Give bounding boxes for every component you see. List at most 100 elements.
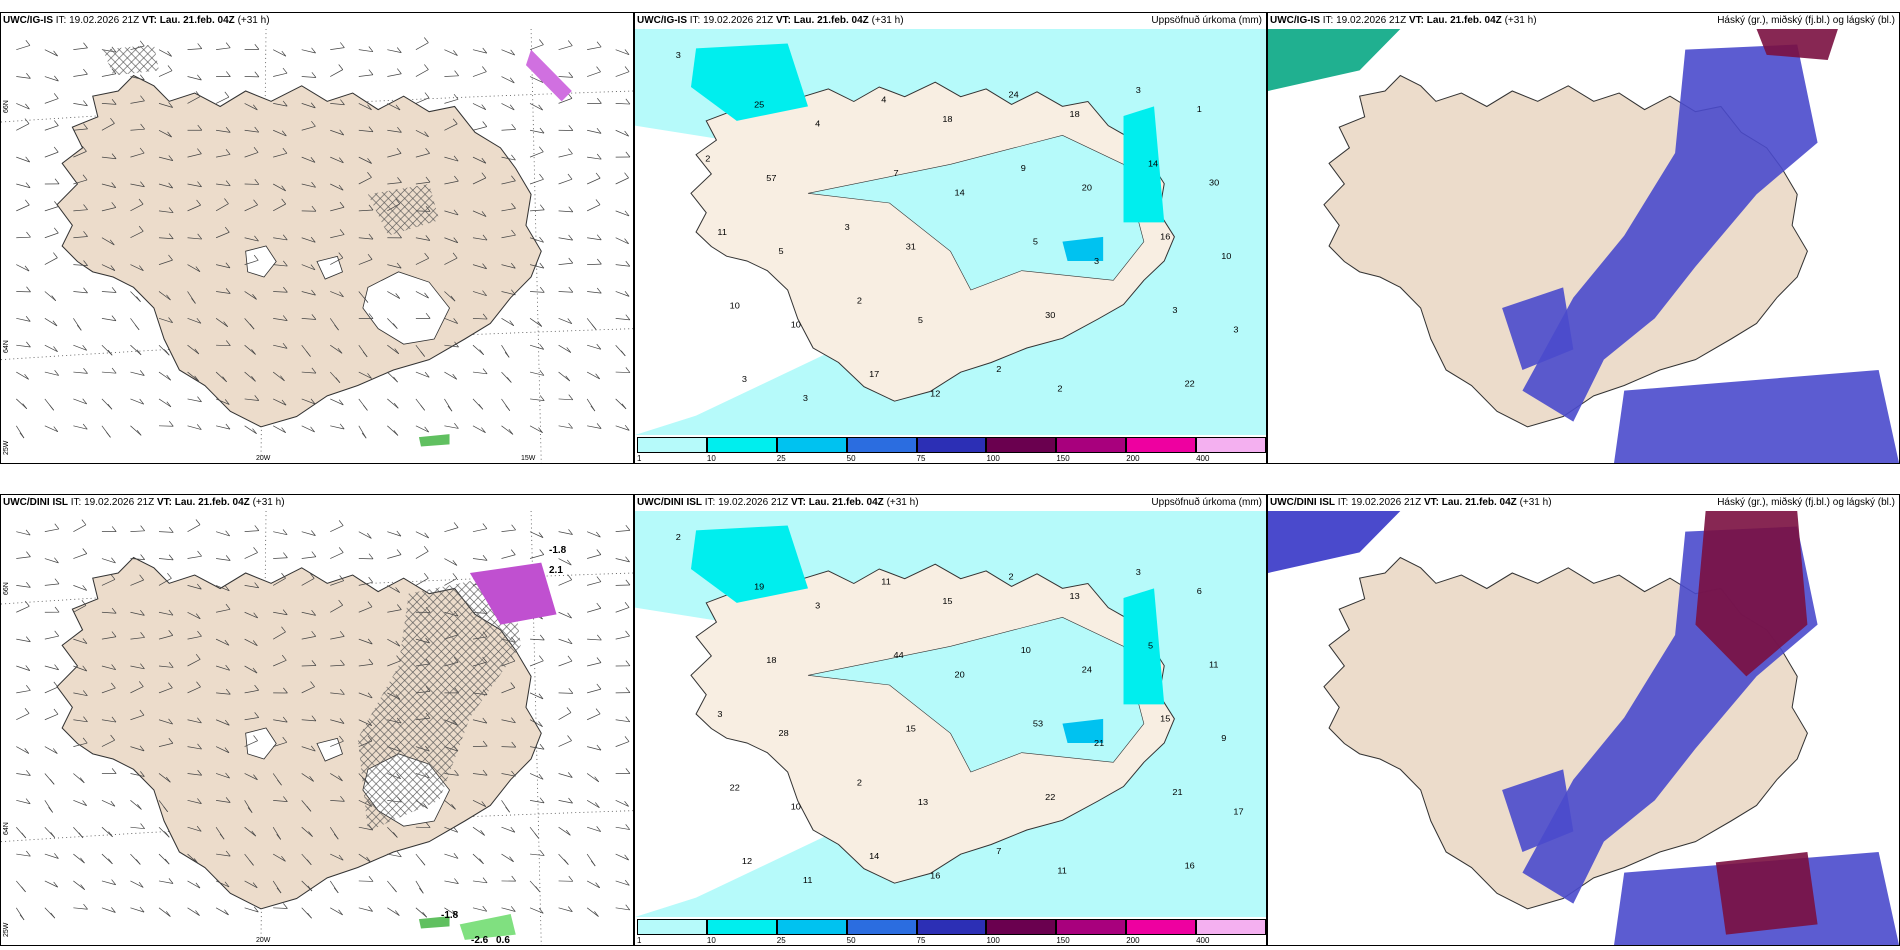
wind-barb-flag [194, 375, 199, 382]
wind-barb-flag [596, 576, 602, 582]
wind-barb-flag [83, 204, 88, 210]
vt-label: VT: [1423, 497, 1439, 508]
wind-barb [73, 179, 88, 185]
wind-barb [558, 712, 572, 721]
wind-barb-flag [453, 93, 459, 100]
wind-barb-flag [624, 238, 629, 245]
wind-barb-flag [281, 654, 287, 661]
wind-barb-flag [481, 157, 487, 164]
map-panel-1: UWC/IG-IS IT: 19.02.2026 21Z VT: Lau. 21… [0, 12, 634, 464]
wind-barb-flag [595, 373, 600, 380]
wind-barb-flag [310, 745, 316, 752]
wind-barb-flag [108, 831, 113, 838]
wind-barb-flag [363, 405, 368, 411]
wind-barb [44, 206, 59, 212]
map-svg [1, 29, 633, 463]
wind-barb-flag [306, 351, 311, 357]
wind-barb-flag [111, 879, 116, 885]
wind-barb-flag [167, 572, 172, 579]
wind-barb-flag [596, 343, 602, 350]
wind-barb-flag [111, 287, 117, 293]
panel-title: UWC/IG-IS IT: 19.02.2026 21Z VT: Lau. 21… [1, 13, 633, 29]
wind-barb [387, 291, 400, 299]
wind-barb-flag [337, 347, 343, 354]
wind-barb [330, 907, 343, 916]
wind-barb [558, 740, 572, 747]
wind-barb [130, 344, 142, 356]
wind-barb [444, 527, 459, 533]
colorbar-swatch [1196, 919, 1266, 935]
wind-barb-flag [281, 198, 287, 205]
wind-barb [501, 746, 516, 748]
wind-barb-flag [338, 854, 344, 861]
precip-value-label: 2 [1009, 572, 1014, 582]
wind-barb-flag [396, 851, 402, 858]
wind-barb [615, 210, 630, 217]
wind-barb-flag [53, 120, 59, 126]
wind-barb-flag [395, 640, 401, 647]
wind-barb [44, 49, 58, 57]
wind-barb-flag [482, 66, 487, 72]
colorbar-label: 10 [706, 454, 716, 463]
wind-barb-flag [368, 126, 374, 132]
wind-barb [187, 635, 202, 640]
wind-barb [101, 291, 117, 293]
wind-barb [187, 96, 201, 104]
wind-barb [273, 741, 287, 747]
wind-barb [216, 853, 231, 857]
wind-barb [272, 371, 285, 382]
wind-barb-flag [83, 260, 88, 266]
wind-barb-flag [482, 263, 487, 269]
wind-barb [73, 425, 88, 430]
valid-time: Lau. 21.feb. 04Z [793, 15, 869, 26]
wind-barb-flag [596, 153, 602, 160]
wind-barb-flag [567, 612, 572, 619]
wind-barb-flag [424, 532, 430, 539]
model-name: UWC/IG-IS [637, 15, 687, 26]
wind-barb [187, 76, 202, 81]
wind-barb [216, 264, 231, 269]
precip-value-label: 2 [705, 154, 710, 164]
wind-barb [273, 611, 288, 616]
wind-barb-flag [568, 148, 573, 155]
wind-barb [273, 129, 287, 137]
wind-barb [387, 609, 402, 613]
wind-barb [358, 581, 373, 586]
wind-barb [187, 153, 202, 158]
wind-barb-flag [137, 804, 142, 810]
wind-barb [529, 799, 545, 804]
wind-barb [501, 687, 515, 694]
wind-barb-flag [196, 681, 201, 688]
wind-barb [330, 291, 344, 298]
wind-barb [387, 907, 400, 916]
wind-barb-flag [82, 665, 88, 672]
wind-barb [472, 177, 487, 185]
wind-barb-flag [282, 609, 288, 615]
wind-barb [472, 344, 484, 356]
wind-barb-flag [168, 207, 174, 213]
field-title: Háský (gr.), miðský (fj.bl.) og lágský (… [1717, 497, 1895, 508]
wind-barb-flag [395, 293, 401, 299]
wind-barb-flag [482, 554, 488, 561]
wind-barb [272, 631, 286, 640]
wind-barb [558, 153, 573, 158]
wind-barb-flag [25, 665, 31, 671]
wind-barb-flag [310, 398, 316, 405]
glacier [362, 271, 450, 345]
precip-value-label: 16 [1185, 861, 1195, 871]
wind-barb [586, 531, 601, 538]
wind-barb [44, 713, 59, 721]
precip-value-label: 18 [766, 655, 776, 665]
wind-barb [187, 524, 201, 532]
wind-barb [330, 103, 345, 106]
wind-barb [44, 880, 58, 888]
wind-barb [387, 660, 401, 667]
wind-barb [44, 291, 56, 302]
wind-barb-flag [83, 100, 88, 106]
wind-barb [472, 528, 487, 533]
wind-barb [16, 317, 31, 322]
wind-barb [444, 180, 459, 185]
wind-barb-flag [568, 206, 574, 213]
wind-barb [530, 853, 545, 856]
wind-barb-flag [511, 175, 516, 182]
